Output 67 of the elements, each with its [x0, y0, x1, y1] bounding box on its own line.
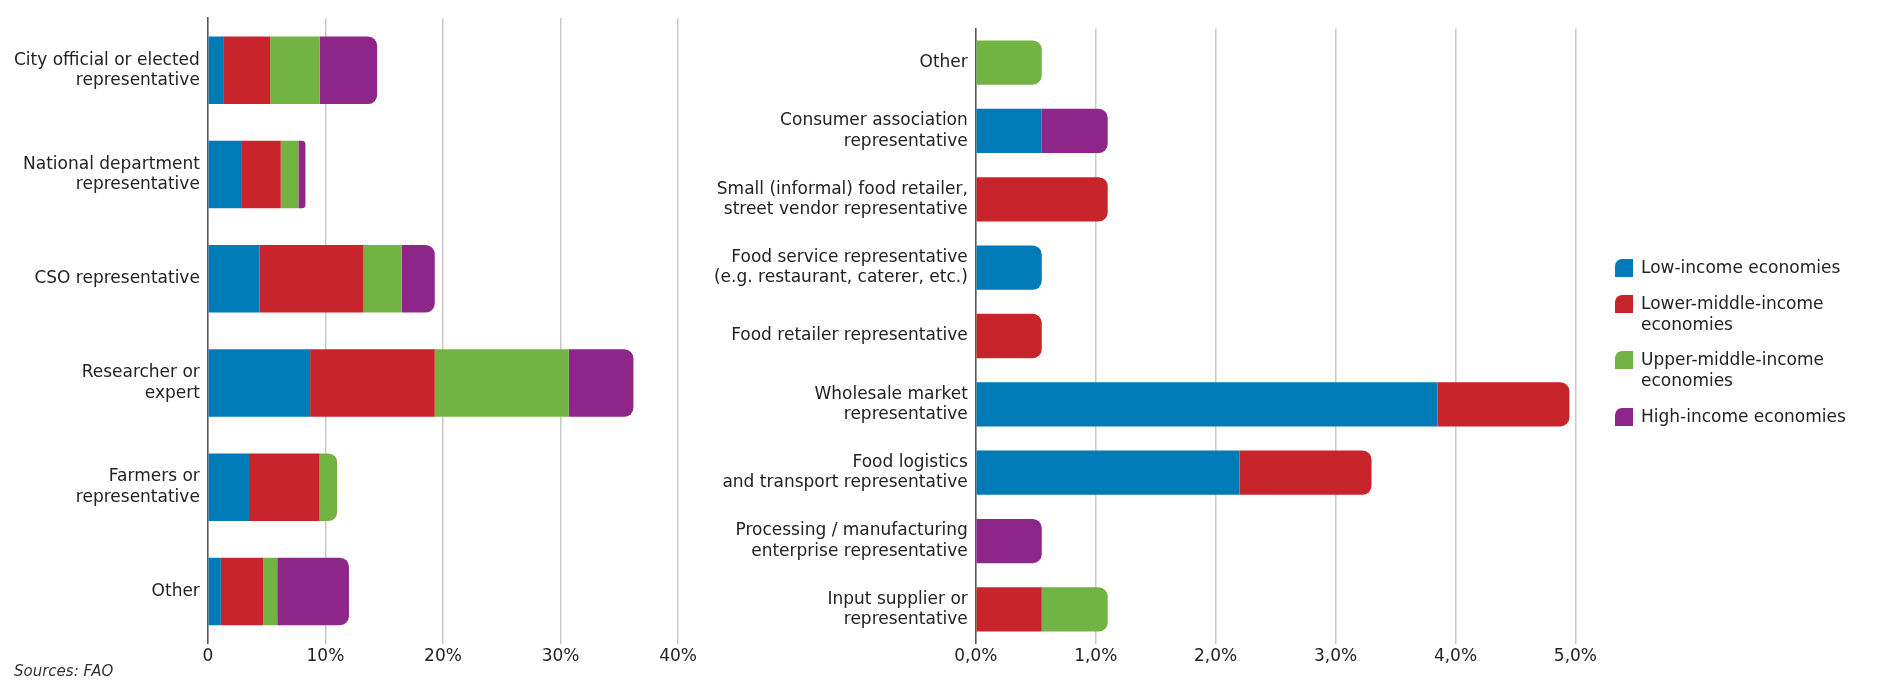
y-tick-label: Food retailer representative: [731, 324, 968, 345]
bar: [434, 349, 569, 417]
bar: [1239, 450, 1372, 495]
bar: [208, 245, 260, 313]
y-tick-label: Wholesale market representative: [814, 382, 969, 423]
y-tick-label: Other: [151, 579, 200, 600]
x-tick-label: 3,0%: [1313, 645, 1358, 666]
legend-label: Lower-middle-income economies: [1641, 292, 1825, 335]
bar: [270, 36, 320, 105]
bar: [976, 518, 1042, 564]
x-tick-label: 30%: [541, 645, 580, 666]
x-tick-label: 1,0%: [1074, 645, 1118, 666]
y-tick-label: Food service representative (e.g. restaurant, caterer, etc.): [713, 245, 968, 287]
y-tick-label: Other: [919, 51, 968, 71]
bar: [223, 36, 271, 105]
legend-label: Low-income economies: [1641, 257, 1842, 279]
bar: [401, 245, 435, 313]
x-tick-label: 20%: [424, 645, 462, 666]
bar: [319, 453, 338, 522]
bar: [976, 108, 1042, 154]
bar: [310, 349, 435, 417]
bar: [363, 245, 402, 313]
bar: [976, 450, 1240, 495]
x-tick-label: 0,0%: [954, 645, 998, 666]
x-tick-label: 2,0%: [1194, 645, 1238, 666]
y-tick-label: City official or elected representative: [14, 48, 200, 89]
bar: [208, 140, 242, 209]
bar: [976, 313, 1042, 359]
bar: [1041, 108, 1108, 154]
y-tick-label: Food logistics and transport representative: [722, 450, 968, 492]
source-note: Sources: FAO: [14, 662, 114, 681]
bar: [976, 382, 1438, 427]
x-tick-label: 10%: [306, 645, 345, 666]
y-tick-label: Researcher or expert: [81, 361, 201, 402]
bar: [220, 557, 264, 626]
bar: [280, 140, 299, 209]
bar: [208, 36, 224, 105]
y-tick-label: Input supplier or representative: [827, 587, 968, 629]
x-tick-label: 0: [202, 645, 214, 666]
x-tick-label: 40%: [659, 645, 698, 666]
bar: [259, 245, 364, 313]
bar: [976, 245, 1042, 290]
bar: [249, 453, 320, 522]
bar: [241, 140, 281, 209]
legend-label: High-income economies: [1641, 405, 1847, 427]
bar: [263, 557, 278, 626]
y-tick-label: Small (informal) food retailer, street vendor representative: [716, 177, 968, 218]
bar: [208, 557, 221, 626]
y-tick-label: Farmers or representative: [75, 465, 200, 506]
bar: [976, 177, 1108, 222]
y-tick-label: Consumer association representative: [780, 109, 968, 150]
y-tick-label: CSO representative: [34, 267, 200, 288]
bar: [298, 140, 306, 209]
bar: [976, 587, 1042, 632]
bar: [208, 453, 250, 522]
y-tick-label: Processing / manufacturing enterprise representative: [735, 519, 968, 560]
y-tick-label: National department representative: [23, 152, 201, 194]
x-tick-label: 4,0%: [1433, 645, 1478, 666]
bar: [976, 40, 1042, 85]
bar: [568, 349, 634, 417]
bar: [277, 557, 349, 626]
bar: [1041, 587, 1108, 632]
bar: [1437, 382, 1570, 427]
bar: [319, 36, 378, 105]
bar: [208, 349, 311, 417]
legend-label: Upper-middle-income economies: [1641, 349, 1825, 392]
x-tick-label: 5,0%: [1553, 645, 1598, 666]
